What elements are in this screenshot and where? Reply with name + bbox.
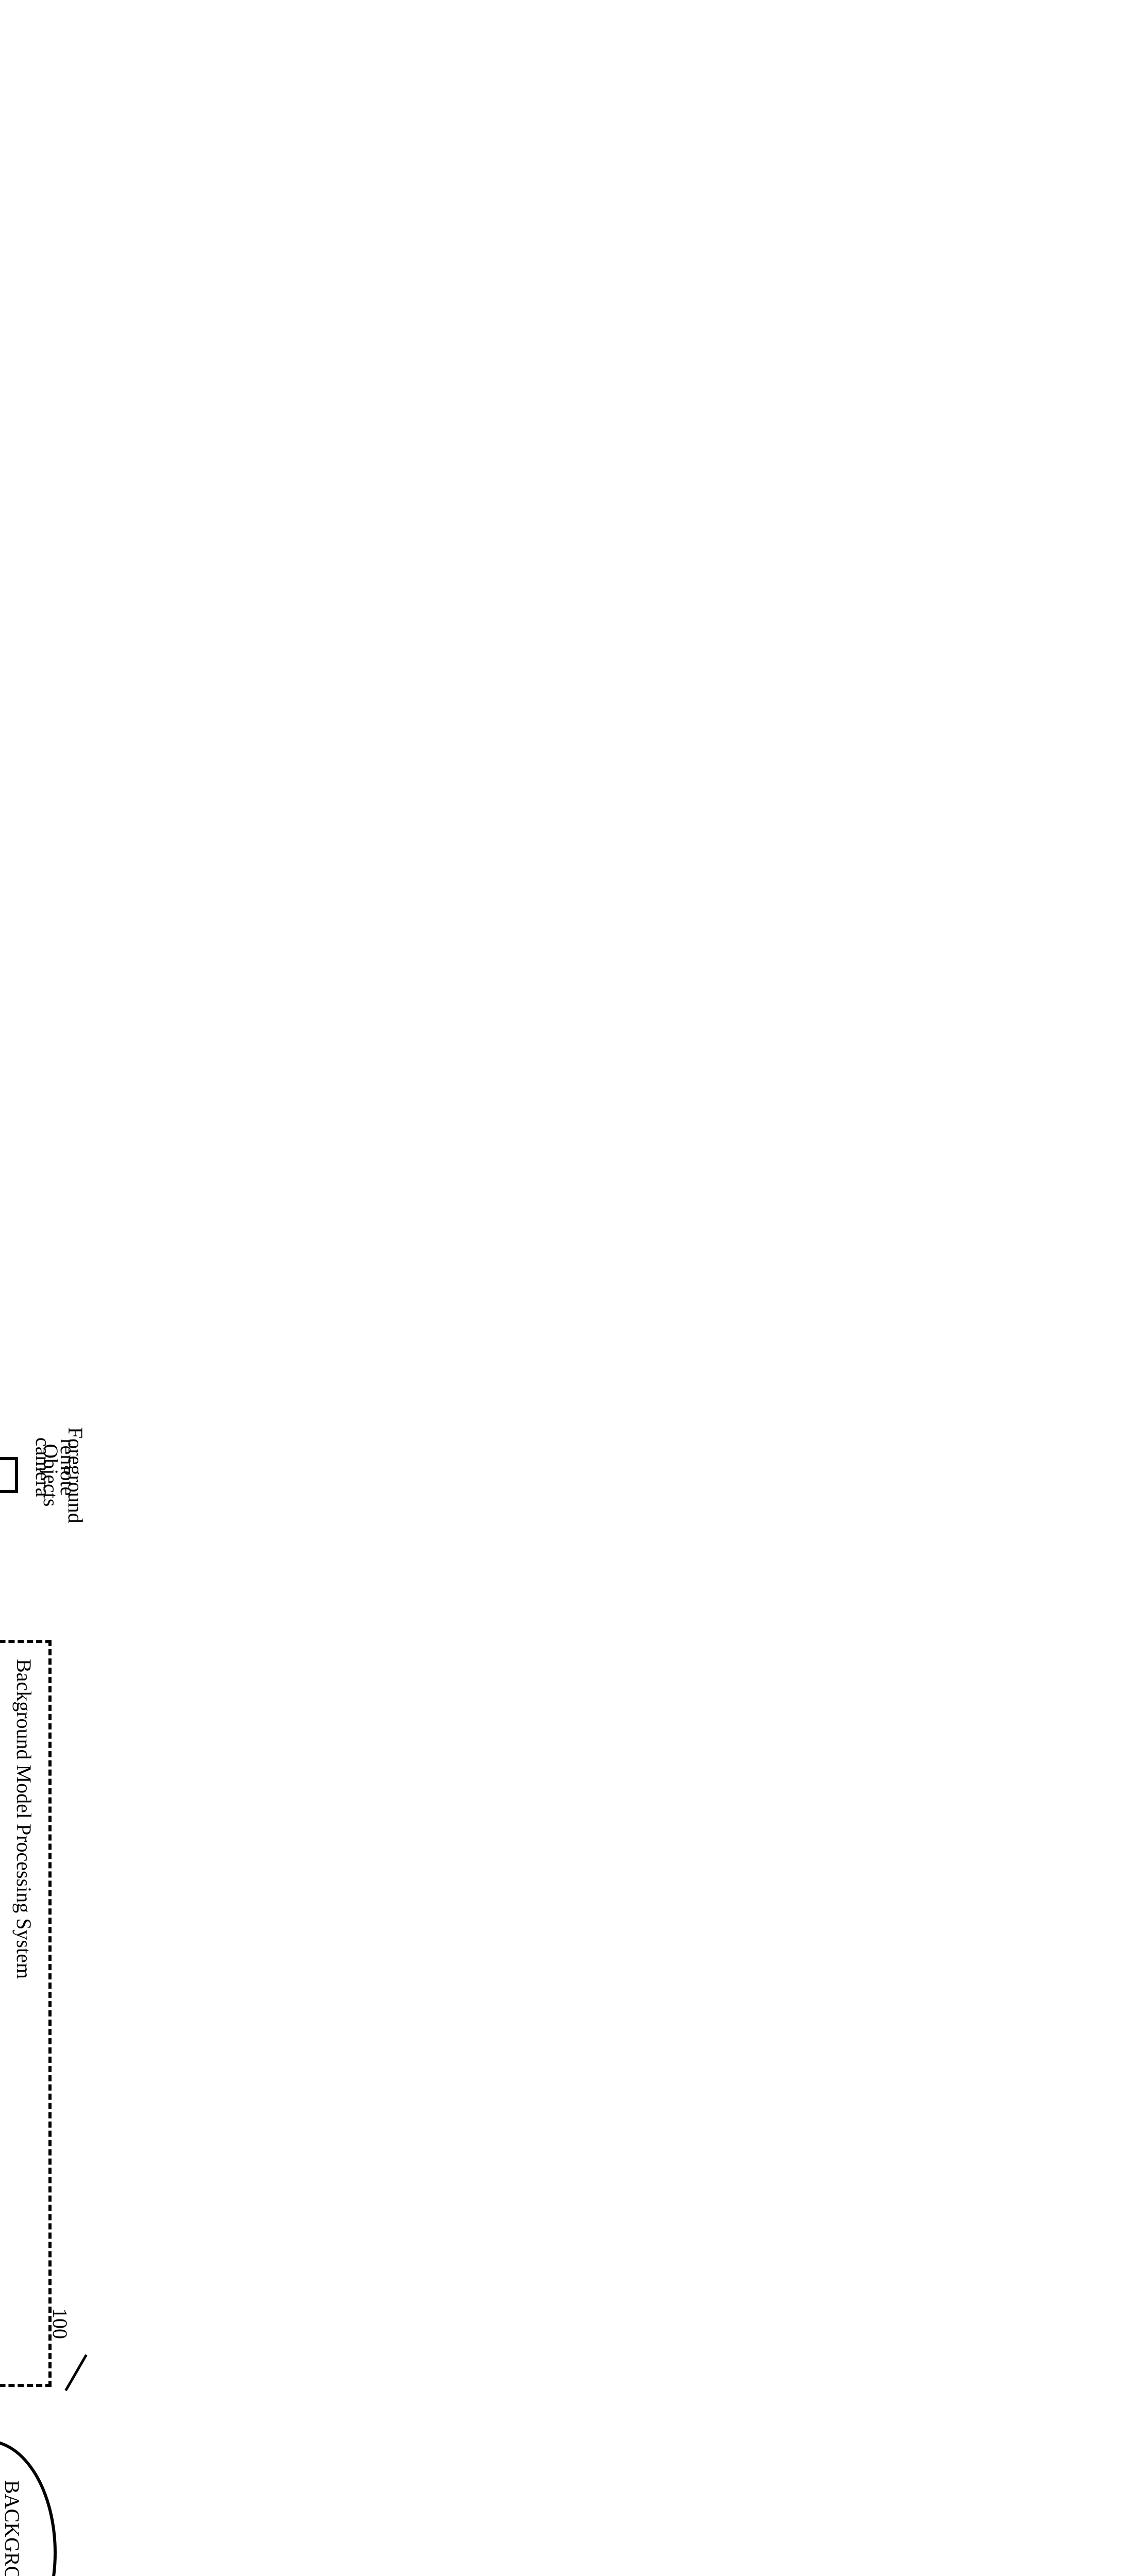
ellipse-line: BACKGROUND [0,2480,24,2576]
foreground-objects-label: Foreground Objects [38,1427,88,1523]
system-ref: 100 [47,2308,72,2339]
system-title: Background Model Processing System [11,1659,36,1979]
leader [64,2354,87,2391]
diagram-rotated-canvas: remote camera 110 Image Compression 120 … [0,1427,88,2576]
page: remote camera 110 Image Compression 120 … [0,0,1125,1552]
bg-model-ellipse: BACKGROUND MODEL 140 [0,2439,57,2576]
camera-body-icon [0,1457,18,1493]
